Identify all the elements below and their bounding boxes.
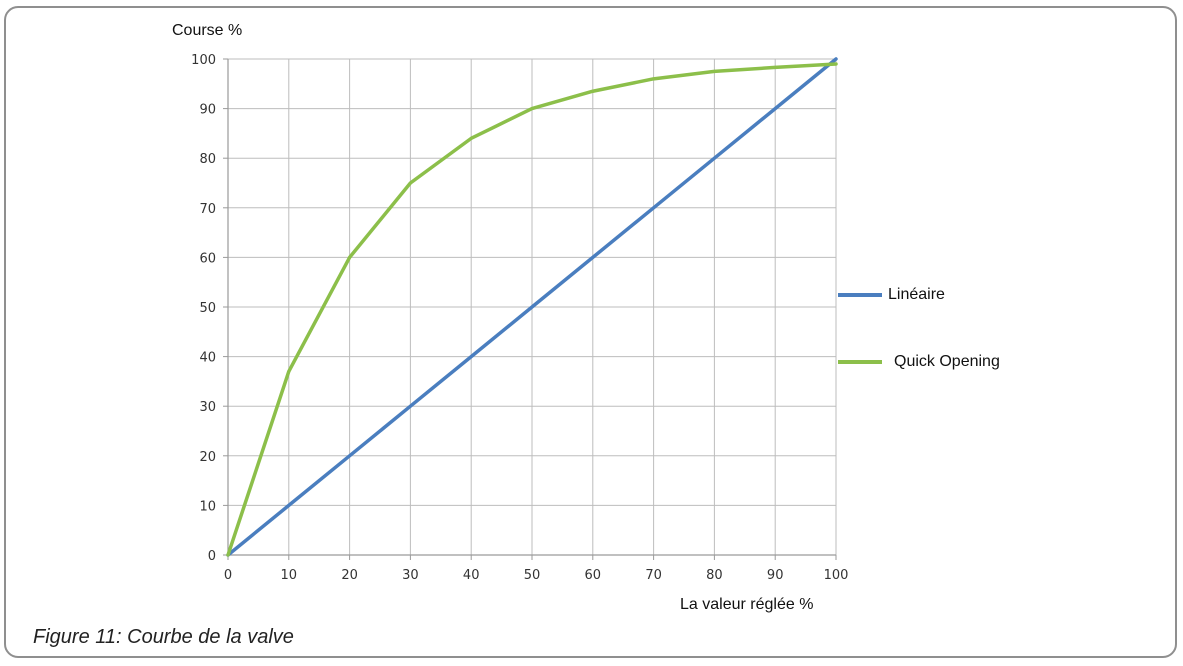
series-line-lin-aire [226,57,838,557]
legend-swatch-quick-opening [838,360,882,364]
legend-item-lineaire: Linéaire [838,286,945,304]
x-tick-label-60: 60 [585,568,602,583]
legend-item-quick-opening: Quick Opening [838,353,1000,371]
series-line-quick-opening [226,62,838,557]
y-tick-label-60: 60 [199,251,216,266]
legend-label-lineaire: Linéaire [888,286,945,303]
x-tick-label-50: 50 [524,568,541,583]
x-tick-label-40: 40 [463,568,480,583]
y-tick-label-0: 0 [208,549,216,564]
x-tick-label-20: 20 [341,568,358,583]
legend-label-quick-opening: Quick Opening [894,353,1000,370]
y-tick-label-90: 90 [199,103,216,118]
x-tick-label-10: 10 [281,568,298,583]
x-tick-label-100: 100 [824,568,849,583]
y-axis-label: Course % [172,22,243,39]
x-axis-label: La valeur réglée % [680,596,814,613]
x-tick-label-80: 80 [706,568,723,583]
chart-series [226,57,838,557]
x-tick-label-30: 30 [402,568,419,583]
y-tick-label-70: 70 [199,202,216,217]
x-tick-label-90: 90 [767,568,784,583]
x-tick-label-0: 0 [224,568,232,583]
x-tick-label-70: 70 [645,568,662,583]
figure-frame [4,6,1177,658]
y-tick-label-80: 80 [199,152,216,167]
y-tick-label-20: 20 [199,450,216,465]
figure-caption: Figure 11: Courbe de la valve [33,626,294,648]
y-tick-label-10: 10 [199,499,216,514]
y-tick-label-40: 40 [199,351,216,366]
y-tick-label-30: 30 [199,400,216,415]
chart-axes: 0 10 20 30 40 50 60 70 80 90 100 0 10 20 30 40 50 60 70 80 9… [191,53,848,583]
y-tick-label-50: 50 [199,301,216,316]
y-tick-label-100: 100 [191,53,216,68]
legend-swatch-lineaire [838,293,882,297]
